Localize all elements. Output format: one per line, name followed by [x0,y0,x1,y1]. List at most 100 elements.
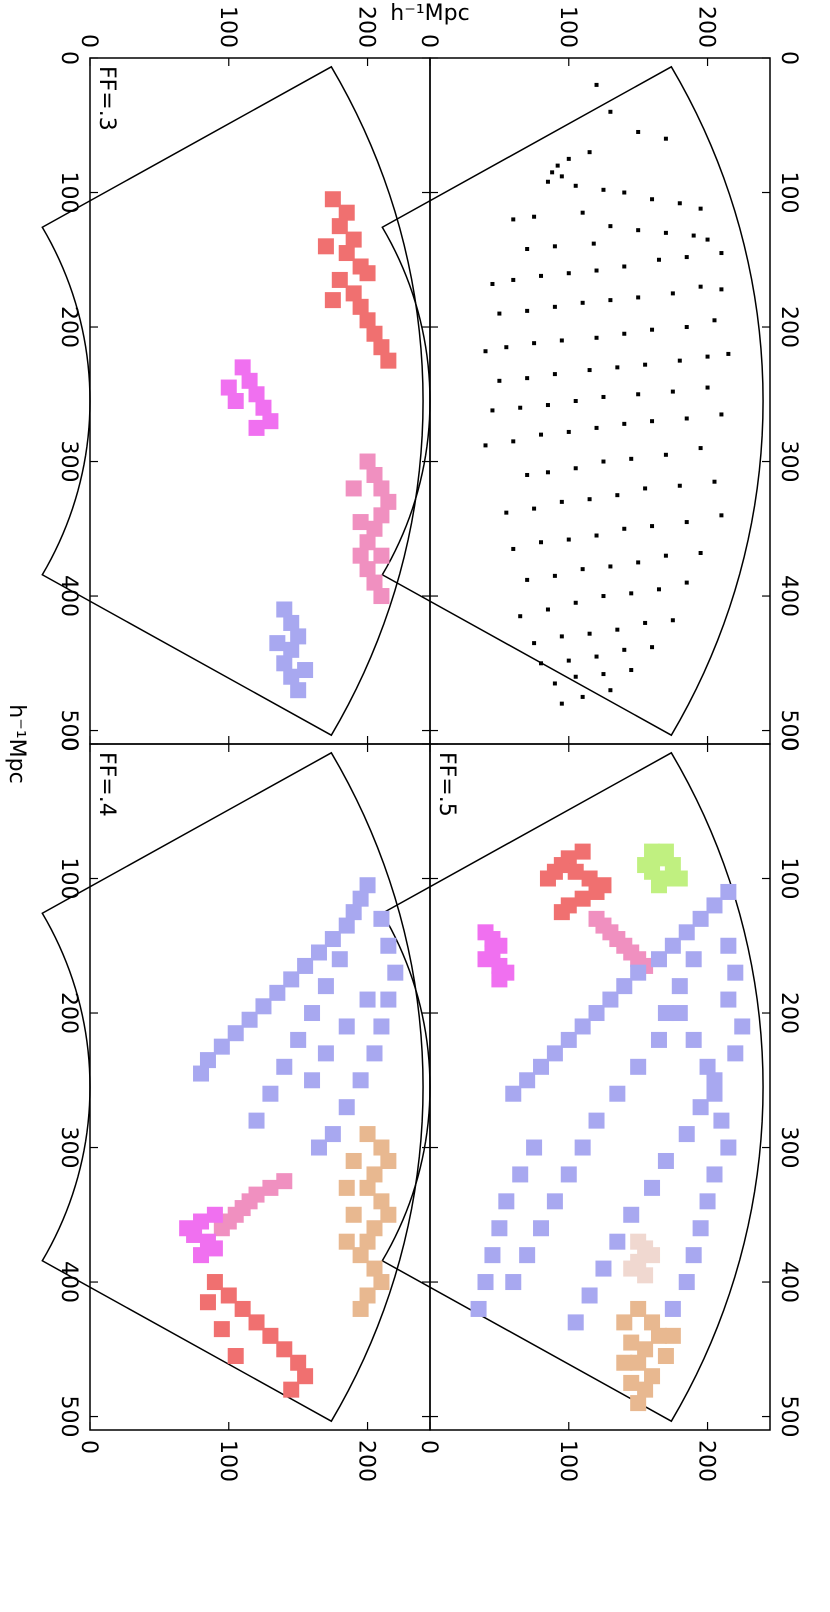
data-point-series-0 [608,224,613,229]
data-point-series-0 [483,349,488,354]
data-point-series-0 [555,163,560,168]
data-point-series-3 [206,1240,223,1257]
data-point-series-2 [359,534,376,551]
data-point-series-2 [213,1220,230,1237]
data-point-series-4 [630,1058,647,1075]
data-point-series-0 [656,257,661,262]
data-point-series-3 [283,614,300,631]
data-point-series-0 [587,150,592,155]
data-point-series-0 [637,857,654,874]
data-point-series-3 [477,951,494,968]
data-point-series-3 [186,1226,203,1243]
data-point-series-4 [720,937,737,954]
data-point-series-3 [290,628,307,645]
data-point-series-0 [719,513,724,518]
data-point-series-0 [317,238,334,255]
data-point-series-0 [594,268,599,273]
data-point-series-4 [602,991,619,1008]
data-point-series-0 [497,378,502,383]
data-point-series-1 [373,1193,390,1210]
data-point-series-0 [539,273,544,278]
data-point-series-1 [248,386,265,403]
data-point-series-0 [601,672,606,677]
data-point-series-4 [297,1368,314,1385]
data-point-series-2 [359,561,376,578]
data-point-series-0 [615,493,620,498]
data-point-series-3 [206,1206,223,1223]
data-point-series-1 [234,359,251,376]
data-point-series-0 [636,228,641,233]
data-point-series-4 [609,1085,626,1102]
data-point-series-0 [352,298,369,315]
data-point-series-0 [573,183,578,188]
data-point-series-0 [352,1072,369,1089]
data-point-series-0 [532,341,537,346]
data-point-series-0 [622,647,627,652]
data-point-series-1 [380,1152,397,1169]
data-point-series-0 [345,904,362,921]
data-point-series-1 [345,1206,362,1223]
data-point-series-0 [297,957,314,974]
data-point-series-0 [608,298,613,303]
data-point-series-1 [241,372,258,389]
x-tick-label: 100 [776,172,801,214]
data-point-series-1 [553,904,570,921]
data-point-series-4 [290,1354,307,1371]
data-point-series-4 [213,1321,230,1338]
x-tick-label: 0 [56,737,81,751]
data-point-series-0 [726,351,731,356]
data-point-series-0 [545,403,550,408]
data-point-series-0 [380,937,397,954]
data-point-series-0 [580,210,585,215]
data-point-series-0 [545,470,550,475]
data-point-series-0 [532,641,537,646]
x-tick-label: 300 [776,1127,801,1169]
data-point-series-0 [601,594,606,599]
data-point-series-6 [637,1341,654,1358]
x-tick-label: 100 [56,172,81,214]
data-point-series-0 [719,251,724,256]
data-point-series-0 [698,284,703,289]
data-point-series-1 [338,1179,355,1196]
x-tick-label: 500 [776,1396,801,1438]
data-point-series-6 [623,1374,640,1391]
data-point-series-4 [657,1152,674,1169]
data-point-series-0 [705,237,710,242]
data-point-series-0 [352,890,369,907]
data-point-series-0 [650,327,655,332]
data-point-series-0 [525,308,530,313]
data-point-series-0 [324,191,341,208]
data-point-series-0 [608,109,613,114]
data-point-series-0 [573,600,578,605]
data-point-series-2 [373,588,390,605]
ff-label: FF=.4 [94,752,119,817]
data-point-series-0 [622,526,627,531]
data-point-series-0 [559,634,564,639]
data-point-series-4 [727,964,744,981]
data-point-series-4 [734,1018,751,1035]
x-tick-label: 300 [56,441,81,483]
x-tick-label: 100 [776,858,801,900]
data-point-series-0 [310,1139,327,1156]
data-point-series-0 [539,661,544,666]
data-point-series-0 [698,206,703,211]
data-point-series-0 [566,429,571,434]
data-point-series-0 [511,546,516,551]
data-point-series-0 [255,998,272,1015]
data-point-series-0 [338,917,355,934]
data-point-series-0 [559,174,564,179]
data-point-series-0 [684,325,689,330]
survey-wedge-outline [41,751,424,1423]
data-point-series-4 [699,1193,716,1210]
data-point-series-0 [552,573,557,578]
data-point-series-0 [591,241,596,246]
data-point-series-1 [338,1233,355,1250]
ff-label: FF=.5 [434,752,459,817]
y-tick-label: 100 [555,6,580,48]
data-point-series-0 [573,674,578,679]
data-point-series-0 [622,264,627,269]
x-tick-label: 100 [56,858,81,900]
data-point-series-4 [199,1294,216,1311]
x-tick-label: 500 [56,710,81,752]
